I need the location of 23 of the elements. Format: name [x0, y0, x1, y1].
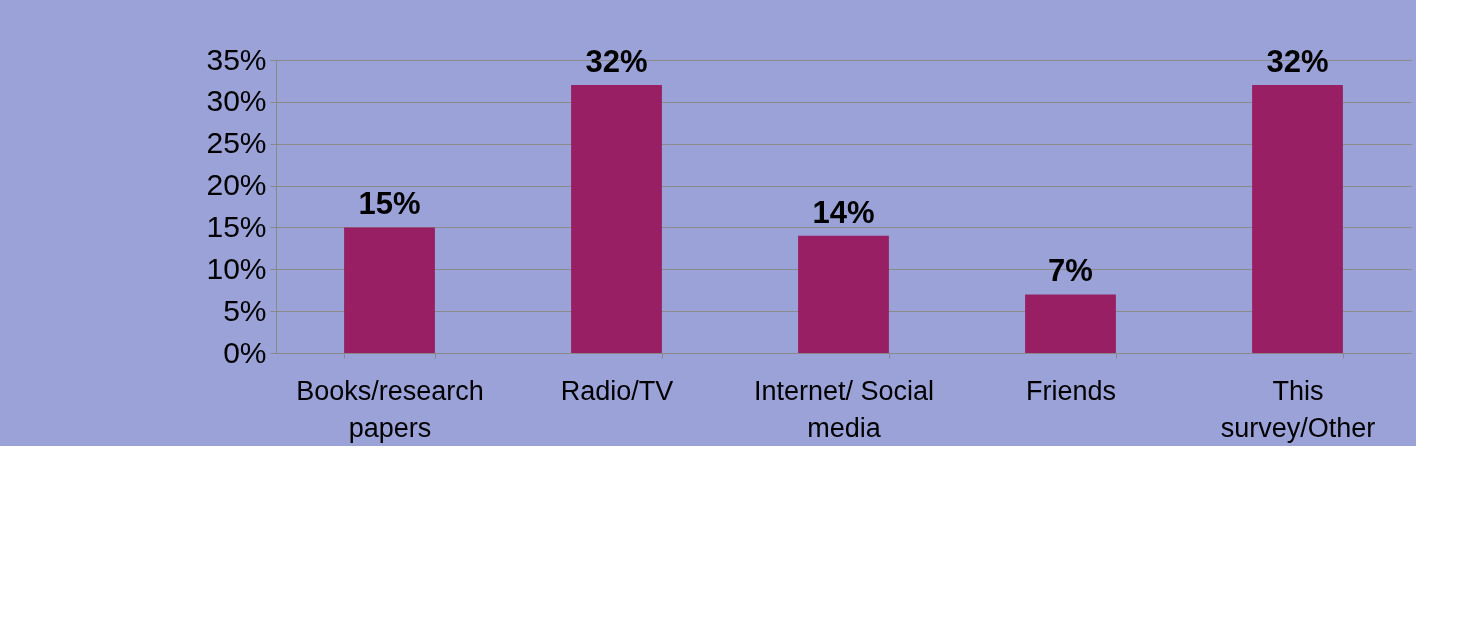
x-tick-label: Radio/TV: [560, 375, 674, 406]
x-tick-label: Internet/ Social media: [753, 375, 935, 443]
y-tick-label: 20%: [206, 168, 267, 202]
bar: [1025, 294, 1116, 353]
x-tick-label: Books/research papers: [296, 375, 484, 443]
x-tick-label: Friends: [1025, 375, 1117, 406]
data-label: 7%: [1048, 253, 1093, 289]
data-label: 14%: [812, 194, 875, 230]
x-tick-label: This survey/Other: [1220, 375, 1376, 443]
bar: [798, 235, 889, 353]
bar: [1252, 85, 1343, 353]
bar: [571, 85, 662, 353]
data-label: 32%: [1266, 44, 1329, 80]
y-tick-label: 15%: [206, 209, 267, 243]
y-tick-label: 0%: [223, 335, 267, 369]
y-tick-label: 5%: [223, 293, 267, 327]
data-label: 15%: [358, 186, 421, 222]
y-tick-label: 35%: [206, 42, 267, 76]
y-tick-label: 10%: [206, 251, 267, 285]
y-tick-label: 25%: [206, 126, 267, 160]
y-tick-label: 30%: [206, 84, 267, 118]
bar: [344, 227, 435, 353]
data-label: 32%: [585, 44, 648, 80]
